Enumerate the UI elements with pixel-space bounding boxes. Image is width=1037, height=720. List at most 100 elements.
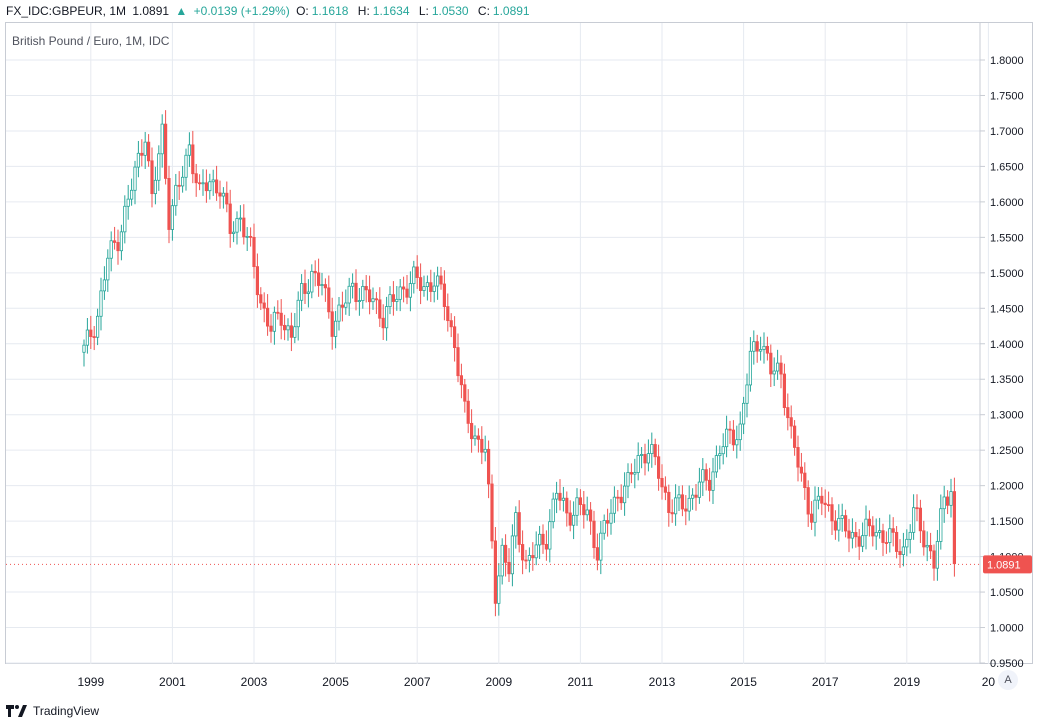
- candle-body: [728, 428, 732, 431]
- candle-body: [388, 294, 392, 308]
- y-tick-label: 1.7000: [990, 126, 1024, 138]
- candle-body: [296, 299, 300, 328]
- candle-body: [629, 472, 634, 475]
- candle-body: [725, 428, 729, 448]
- candle-body: [935, 541, 940, 569]
- candle-body: [214, 179, 219, 194]
- candle-body: [174, 184, 178, 207]
- candle-body: [408, 283, 413, 298]
- y-tick-label: 1.5500: [990, 232, 1024, 244]
- candle-body: [827, 504, 831, 507]
- candle-body: [333, 320, 338, 337]
- candle-body: [395, 298, 399, 302]
- candle-body: [242, 217, 246, 238]
- candle-body: [942, 496, 946, 510]
- candle-body: [136, 152, 140, 168]
- candle-body: [898, 551, 902, 555]
- candle-body: [150, 160, 154, 195]
- x-tick-label: 2003: [241, 675, 268, 689]
- candle-body: [623, 485, 627, 504]
- symbol-name[interactable]: FX_IDC:GBPEUR, 1M: [6, 4, 127, 18]
- candle-body: [650, 444, 654, 454]
- candle-body: [874, 532, 878, 537]
- candle-body: [374, 298, 379, 301]
- candle-body: [109, 240, 113, 259]
- candle-body: [918, 507, 923, 532]
- candle-body: [286, 325, 290, 331]
- candle-body: [823, 502, 827, 506]
- candle-body: [157, 153, 161, 181]
- candle-body: [289, 325, 294, 338]
- candle-body: [912, 507, 916, 533]
- candle-body: [891, 528, 895, 533]
- candle-body: [405, 288, 409, 298]
- candle-body: [776, 362, 780, 372]
- candle-body: [929, 544, 933, 552]
- candle-body: [799, 466, 804, 474]
- last-price: 1.0891: [132, 4, 170, 18]
- candle-body: [551, 498, 555, 523]
- candle-body: [262, 302, 266, 309]
- candle-body: [789, 417, 793, 427]
- candle-body: [503, 544, 508, 563]
- candle-body: [167, 178, 171, 230]
- candle-body: [589, 509, 593, 522]
- candle-body: [401, 286, 406, 290]
- candle-body: [330, 311, 334, 337]
- candle-body: [527, 555, 532, 561]
- candle-body: [354, 282, 358, 302]
- open-value: 1.1618: [311, 4, 349, 18]
- candle-body: [313, 270, 317, 274]
- candle-body: [803, 472, 807, 488]
- candle-body: [310, 270, 314, 293]
- high-value: 1.1634: [372, 4, 410, 18]
- y-tick-label: 1.6500: [990, 161, 1024, 173]
- candle-body: [306, 291, 311, 294]
- y-tick-label: 1.0500: [990, 587, 1024, 599]
- x-tick-label: 2017: [812, 675, 839, 689]
- candle-body: [861, 535, 865, 547]
- auto-scale-button[interactable]: A: [998, 670, 1018, 690]
- candle-body: [279, 312, 283, 326]
- candle-body: [510, 535, 515, 575]
- candle-body: [643, 454, 647, 464]
- candle-body: [517, 512, 521, 545]
- candle-body: [303, 283, 307, 294]
- candle-body: [415, 266, 419, 278]
- candle-body: [82, 344, 86, 353]
- y-tick-label: 1.2000: [990, 481, 1024, 493]
- candle-body: [830, 504, 834, 522]
- candle-body: [276, 311, 280, 314]
- x-tick-label: 2013: [649, 675, 676, 689]
- candle-body: [493, 540, 498, 604]
- candle-body: [626, 472, 630, 487]
- candle-body: [211, 179, 215, 183]
- candle-body: [745, 384, 749, 404]
- candle-body: [820, 495, 824, 504]
- candle-body: [687, 497, 691, 512]
- candle-body: [575, 497, 579, 516]
- candle-body: [177, 184, 181, 187]
- y-tick-label: 1.7500: [990, 90, 1024, 102]
- candle-body: [92, 336, 96, 338]
- candle-body: [350, 282, 355, 287]
- candle-body: [480, 438, 484, 453]
- candle-body: [466, 400, 470, 424]
- candle-body: [524, 559, 528, 562]
- candle-body: [694, 494, 698, 498]
- candle-body: [884, 542, 889, 544]
- up-arrow-icon: ▲: [175, 4, 188, 18]
- candle-body: [191, 144, 195, 175]
- candle-body: [718, 453, 722, 456]
- x-tick-label: 2009: [485, 675, 512, 689]
- candle-body: [922, 530, 926, 548]
- candle-body: [847, 530, 851, 539]
- x-tick-label: 1999: [77, 675, 104, 689]
- candle-body: [925, 544, 929, 548]
- candle-body: [595, 547, 600, 561]
- candle-body: [555, 492, 559, 500]
- tradingview-branding[interactable]: TradingView: [6, 704, 99, 718]
- candle-body: [888, 528, 892, 543]
- candle-body: [364, 286, 368, 291]
